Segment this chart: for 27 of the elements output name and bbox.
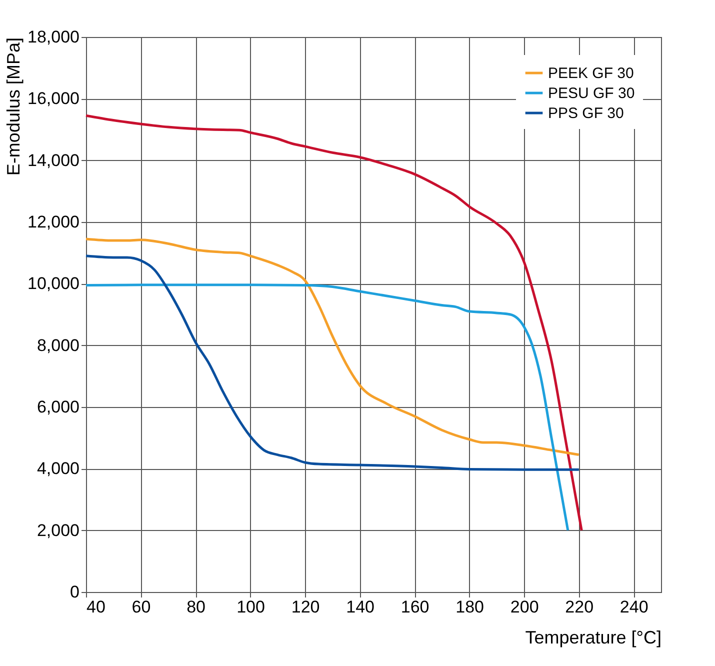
line-series: [84, 284, 570, 532]
legend-label: PPS GF 30: [548, 105, 624, 122]
y-tick-label: 16,000: [28, 89, 80, 108]
y-tick-label: 0: [70, 582, 80, 602]
x-tick-label: 60: [132, 598, 151, 616]
x-tick-label: 180: [456, 598, 484, 616]
x-tick-label: 240: [620, 598, 648, 616]
y-tick-label: 12,000: [28, 212, 80, 232]
x-tick-label: 100: [236, 598, 265, 616]
x-tick-label: 120: [291, 598, 320, 616]
legend-label: PEEK GF 30: [548, 65, 634, 82]
y-tick-label: 6,000: [36, 398, 80, 416]
y-tick-label: 10,000: [28, 274, 80, 294]
y-tick-label: 18,000: [28, 28, 80, 46]
legend-label: PESU GF 30: [548, 85, 635, 102]
y-tick-label: 4,000: [36, 459, 80, 478]
x-tick-label: 200: [510, 598, 539, 616]
y-axis-title: E-modulus [MPa]: [4, 38, 24, 176]
x-tick-label: 140: [346, 598, 374, 616]
y-tick-label: 14,000: [28, 150, 80, 170]
x-tick-label: 40: [86, 598, 106, 616]
y-tick-label: 8,000: [36, 336, 80, 355]
x-tick-label: 80: [186, 598, 206, 616]
x-axis-title: Temperature [°C]: [525, 628, 662, 648]
y-tick-label: 2,000: [36, 520, 80, 540]
x-tick-label: 160: [400, 598, 430, 616]
x-tick-label: 220: [565, 598, 594, 616]
